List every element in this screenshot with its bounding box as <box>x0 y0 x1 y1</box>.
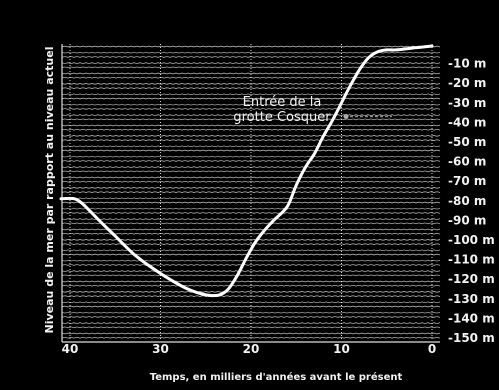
y-tick-label: -130 m <box>448 292 495 306</box>
gridline <box>61 149 441 152</box>
x-tick-label: 10 <box>333 342 350 356</box>
x-tick-label: 40 <box>62 342 79 356</box>
gridline <box>61 201 441 204</box>
gridline <box>61 332 441 335</box>
y-tick-label: -70 m <box>448 174 486 188</box>
y-tick-label: -120 m <box>448 272 495 286</box>
gridline <box>61 62 441 64</box>
x-tick-label: 20 <box>243 342 260 356</box>
x-axis-tick-labels: 40 30 20 10 0 <box>62 342 437 356</box>
gridline <box>61 176 441 179</box>
y-tick-label: -50 m <box>448 135 486 149</box>
x-axis-title: Temps, en milliers d'années avant le pré… <box>150 371 403 383</box>
gridline <box>61 108 441 110</box>
y-tick-label: -10 m <box>448 57 486 71</box>
gridline <box>61 139 441 142</box>
gridline <box>61 285 441 287</box>
y-axis-tick-labels: -10 m -20 m -30 m -40 m -50 m -60 m -70 m -80 m… <box>448 57 495 345</box>
gridline <box>61 305 441 308</box>
gridline <box>61 228 441 231</box>
y-tick-label: -20 m <box>448 76 486 90</box>
cave-entrance-point <box>343 114 349 120</box>
y-tick-label: -90 m <box>448 213 486 227</box>
sea-level-curve <box>59 44 434 298</box>
gridline <box>61 134 441 137</box>
gridline <box>61 114 441 116</box>
gridline <box>61 295 441 298</box>
y-tick-label: -30 m <box>448 96 486 110</box>
gridline <box>61 45 441 48</box>
gridline <box>61 238 441 241</box>
y-tick-label: -80 m <box>448 194 486 208</box>
gridline <box>61 311 441 314</box>
gridline <box>61 66 441 69</box>
gridline <box>61 264 441 266</box>
gridline <box>61 337 441 339</box>
y-tick-label: -140 m <box>448 311 495 325</box>
y-axis-title: Niveau de la mer par rapport au niveau a… <box>43 47 56 334</box>
cave-entrance-label-line1: Entrée de la <box>243 95 322 110</box>
gridline <box>61 87 441 90</box>
gridline <box>61 181 441 183</box>
gridline <box>61 82 441 85</box>
y-tick-label: -40 m <box>448 115 486 129</box>
y-tick-label: -110 m <box>448 253 495 267</box>
gridline <box>61 129 441 131</box>
gridline <box>61 160 441 162</box>
gridline <box>61 270 441 272</box>
gridline <box>61 72 441 75</box>
gridline <box>61 222 441 225</box>
y-tick-label: -150 m <box>448 331 495 345</box>
x-tick-label: 0 <box>428 342 436 356</box>
cave-entrance-label-line2: grotte Cosquer <box>233 110 331 125</box>
gridline <box>61 316 441 318</box>
gridline <box>61 93 441 95</box>
gridline <box>61 197 441 199</box>
axes <box>61 44 440 343</box>
x-tick-label: 30 <box>152 342 169 356</box>
y-tick-label: -60 m <box>448 155 486 169</box>
y-tick-label: -100 m <box>448 233 495 247</box>
gridline <box>61 290 441 293</box>
gridline <box>61 218 441 220</box>
vertical-gridlines <box>69 44 433 340</box>
cave-entrance-marker <box>343 114 392 120</box>
gridline <box>61 155 441 158</box>
